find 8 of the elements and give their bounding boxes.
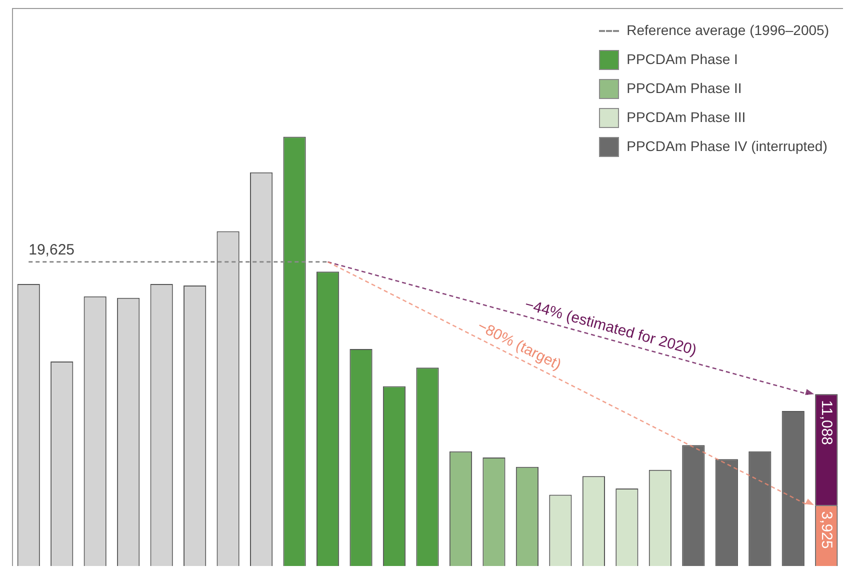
total-label: 11,088 xyxy=(818,400,836,445)
legend-label: Reference average (1996–2005) xyxy=(626,21,829,40)
legend-label: PPCDAm Phase II xyxy=(626,79,742,98)
legend-label: PPCDAm Phase I xyxy=(626,50,738,69)
data-label: 3,925 xyxy=(818,511,836,549)
legend-label: PPCDAm Phase III xyxy=(626,108,746,127)
annotation: 19,625 xyxy=(28,242,75,259)
legend-label: PPCDAm Phase IV (interrupted) xyxy=(626,137,828,156)
